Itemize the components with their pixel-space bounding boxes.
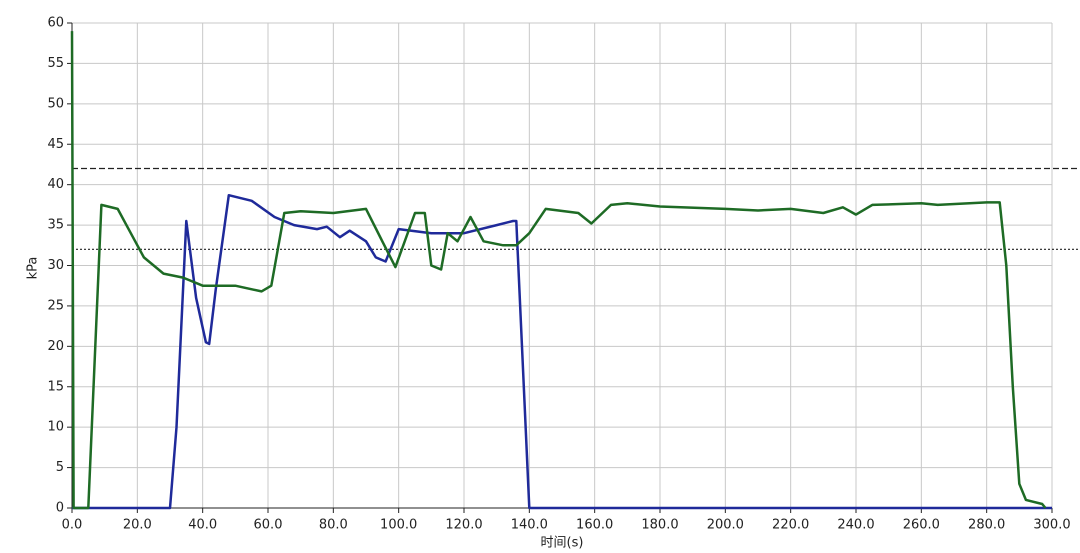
x-tick-label: 80.0 [319, 518, 348, 533]
x-tick-label: 200.0 [707, 518, 744, 533]
x-tick-label: 260.0 [903, 518, 940, 533]
y-tick-label: 45 [47, 137, 64, 152]
x-tick-label: 140.0 [511, 518, 548, 533]
x-tick-label: 60.0 [254, 518, 283, 533]
y-axis-label: kPa [26, 257, 41, 280]
x-tick-label: 120.0 [445, 518, 482, 533]
x-tick-label: 40.0 [188, 518, 217, 533]
x-axis-label: 时间(s) [541, 536, 584, 551]
x-tick-label: 220.0 [772, 518, 809, 533]
x-tick-label: 240.0 [837, 518, 874, 533]
data-line [72, 193, 1052, 510]
y-tick-label: 5 [56, 460, 64, 475]
y-tick-label: 30 [47, 258, 64, 273]
y-tick-label: 25 [47, 298, 64, 313]
y-tick-label: 60 [47, 16, 64, 31]
y-tick-label: 35 [47, 218, 64, 233]
y-tick-label: 15 [47, 379, 64, 394]
y-tick-label: 0 [56, 501, 64, 516]
data-line [70, 31, 1047, 510]
x-tick-label: 180.0 [641, 518, 678, 533]
y-tick-label: 50 [47, 96, 64, 111]
x-tick-label: 20.0 [123, 518, 152, 533]
x-tick-label: 100.0 [380, 518, 417, 533]
x-tick-label: 300.0 [1033, 518, 1070, 533]
y-tick-label: 40 [47, 177, 64, 192]
y-tick-label: 10 [47, 420, 64, 435]
x-tick-label: 160.0 [576, 518, 613, 533]
y-tick-label: 20 [47, 339, 64, 354]
x-tick-label: 280.0 [968, 518, 1005, 533]
y-tick-label: 55 [47, 56, 64, 71]
x-tick-label: 0.0 [62, 518, 83, 533]
